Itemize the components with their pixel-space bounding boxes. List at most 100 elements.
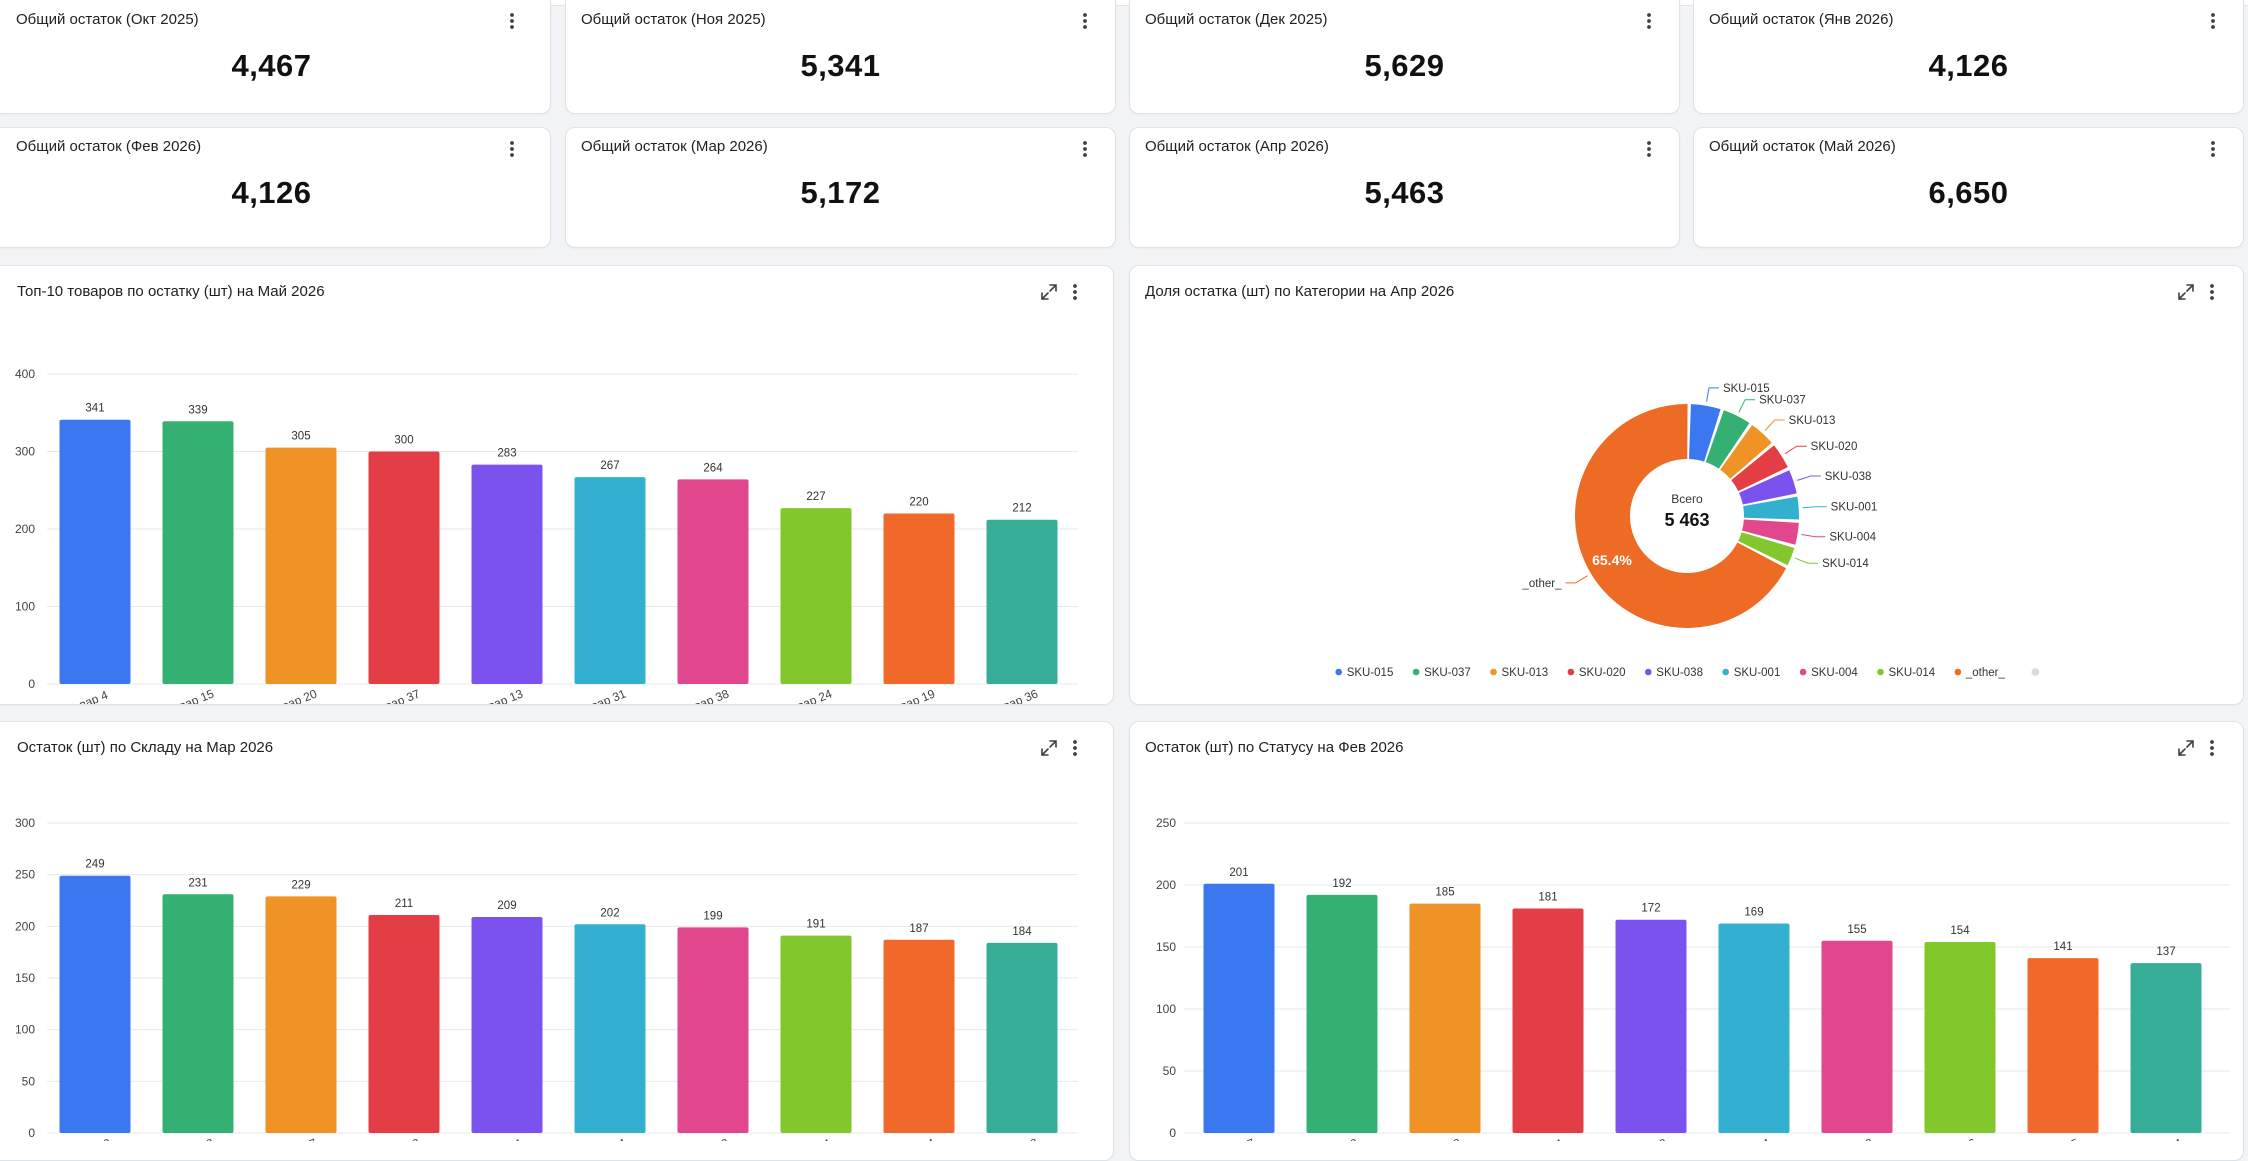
x-tick-label: SKU-019 bbox=[680, 1136, 731, 1141]
legend-swatch bbox=[1567, 668, 1575, 676]
more-vertical-icon[interactable] bbox=[503, 137, 521, 161]
more-vertical-icon[interactable] bbox=[2203, 280, 2221, 304]
kpi-value: 4,126 bbox=[231, 175, 312, 210]
bar bbox=[471, 917, 543, 1133]
y-tick-label: 300 bbox=[15, 816, 35, 830]
bar-chart-warehouse: 0 50 100 150 200 250 300 249 SKU-020 231 SKU-013 22… bbox=[15, 816, 1078, 1141]
bar bbox=[780, 508, 852, 684]
bar bbox=[1924, 942, 1996, 1133]
expand-icon[interactable] bbox=[2176, 282, 2196, 302]
donut-slice bbox=[1743, 496, 1799, 520]
more-vertical-icon[interactable] bbox=[503, 9, 521, 33]
more-vertical-icon[interactable] bbox=[2204, 137, 2222, 161]
bar bbox=[368, 451, 440, 684]
more-vertical-glyph bbox=[1073, 284, 1077, 300]
more-vertical-icon[interactable] bbox=[1066, 736, 1084, 760]
data-label: 199 bbox=[703, 910, 722, 922]
menu-dot bbox=[2211, 147, 2215, 151]
legend-item: SKU-037 bbox=[1424, 667, 1471, 679]
more-vertical-icon[interactable] bbox=[2204, 9, 2222, 33]
y-tick-label: 100 bbox=[1156, 1002, 1176, 1016]
y-tick-label: 50 bbox=[22, 1074, 36, 1088]
x-tick-label: SKU-001 bbox=[474, 1136, 525, 1141]
more-vertical-icon[interactable] bbox=[1066, 280, 1084, 304]
expand-icon[interactable] bbox=[1039, 738, 1059, 758]
menu-dot bbox=[510, 141, 514, 145]
menu-dot bbox=[1073, 284, 1077, 288]
x-tick-label: SKU-026 bbox=[1927, 1136, 1978, 1141]
label-leader bbox=[1784, 445, 1807, 455]
x-tick-label: Товар 24 bbox=[783, 686, 834, 704]
bar bbox=[986, 942, 1058, 1133]
menu-dot bbox=[2211, 19, 2215, 23]
kpi-card: Общий остаток (Янв 2026) 4,126 bbox=[1693, 0, 2244, 114]
menu-dot bbox=[2211, 141, 2215, 145]
menu-dot bbox=[2210, 752, 2214, 756]
slice-label: SKU-014 bbox=[1822, 558, 1869, 570]
bar bbox=[1409, 903, 1481, 1133]
data-label: 169 bbox=[1744, 906, 1763, 918]
chart-title: Доля остатка (шт) по Категории на Апр 20… bbox=[1145, 283, 1455, 300]
legend-swatch bbox=[1335, 668, 1342, 676]
legend-swatch bbox=[1490, 668, 1497, 676]
menu-dot bbox=[510, 25, 514, 29]
y-tick-label: 200 bbox=[15, 522, 35, 536]
x-tick-label: Товар 37 bbox=[371, 686, 422, 704]
legend-item: _other_ bbox=[1965, 667, 2006, 679]
expand-glyph bbox=[1041, 740, 1057, 756]
chart-card-status: Остаток (шт) по Статусу на Фев 2026 0 50 1… bbox=[1129, 721, 2244, 1161]
menu-dot bbox=[2211, 153, 2215, 157]
more-vertical-icon[interactable] bbox=[1640, 9, 1658, 33]
menu-dot bbox=[1647, 19, 1651, 23]
expand-icon[interactable] bbox=[2176, 738, 2196, 758]
chart-card-warehouse: Остаток (шт) по Складу на Мар 2026 0 50 10… bbox=[0, 721, 1114, 1161]
kpi-title: Общий остаток (Дек 2025) bbox=[1145, 11, 1328, 28]
bar bbox=[368, 914, 440, 1133]
x-tick-label: SKU-024 bbox=[1721, 1136, 1772, 1141]
menu-dot bbox=[510, 147, 514, 151]
data-label: 137 bbox=[2156, 946, 2175, 958]
data-label: 264 bbox=[703, 462, 723, 474]
legend-item: SKU-020 bbox=[1579, 667, 1626, 679]
data-label: 209 bbox=[497, 900, 516, 912]
data-label: 191 bbox=[806, 919, 825, 931]
kpi-value: 5,172 bbox=[800, 175, 881, 210]
legend-item: SKU-001 bbox=[1734, 667, 1781, 679]
menu-dot bbox=[1647, 147, 1651, 151]
more-vertical-icon[interactable] bbox=[1076, 9, 1094, 33]
more-vertical-icon[interactable] bbox=[2203, 736, 2221, 760]
more-vertical-icon[interactable] bbox=[1076, 137, 1094, 161]
menu-dot bbox=[2211, 25, 2215, 29]
chart-title: Остаток (шт) по Складу на Мар 2026 bbox=[17, 739, 274, 756]
more-vertical-icon[interactable] bbox=[1640, 137, 1658, 161]
expand-icon[interactable] bbox=[1039, 282, 1059, 302]
y-tick-label: 100 bbox=[15, 1023, 35, 1037]
bar bbox=[162, 421, 234, 684]
more-vertical-glyph bbox=[1647, 13, 1651, 29]
label-leader bbox=[1764, 419, 1785, 431]
data-label: 283 bbox=[497, 448, 516, 460]
menu-dot bbox=[1647, 153, 1651, 157]
menu-dot bbox=[1073, 296, 1077, 300]
more-vertical-glyph bbox=[2211, 13, 2215, 29]
kpi-value: 4,126 bbox=[1928, 48, 2009, 83]
data-label: 341 bbox=[85, 403, 104, 415]
menu-dot bbox=[510, 13, 514, 17]
menu-dot bbox=[1073, 290, 1077, 294]
bar bbox=[162, 894, 234, 1133]
donut-slice bbox=[1575, 404, 1787, 628]
kpi-title: Общий остаток (Фев 2026) bbox=[16, 138, 202, 155]
data-label: 249 bbox=[85, 859, 104, 871]
y-tick-label: 150 bbox=[1156, 940, 1176, 954]
kpi-value: 4,467 bbox=[231, 48, 312, 83]
y-tick-label: 250 bbox=[15, 868, 35, 882]
menu-dot bbox=[510, 19, 514, 23]
bar bbox=[677, 927, 749, 1133]
chart-title: Остаток (шт) по Статусу на Фев 2026 bbox=[1145, 739, 1404, 756]
data-label: 231 bbox=[188, 877, 207, 889]
label-leader bbox=[1738, 399, 1756, 413]
slice-label: SKU-001 bbox=[1831, 502, 1878, 514]
more-vertical-glyph bbox=[1647, 141, 1651, 157]
menu-dot bbox=[1083, 147, 1087, 151]
label-leader bbox=[1794, 557, 1819, 564]
